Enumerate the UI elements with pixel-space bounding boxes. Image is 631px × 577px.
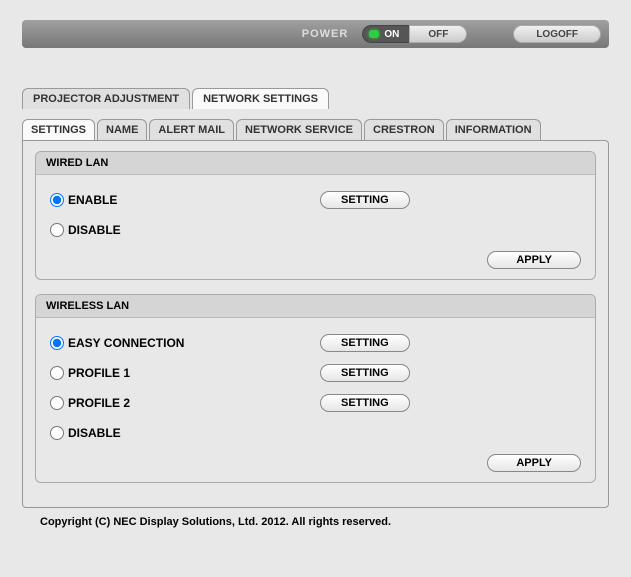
- subtab-alert-mail[interactable]: ALERT MAIL: [149, 119, 234, 140]
- wired-setting-button[interactable]: SETTING: [320, 191, 410, 209]
- power-toggle: ON OFF: [362, 25, 467, 43]
- top-bar: POWER ON OFF LOGOFF: [22, 20, 609, 48]
- wireless-disable-label: DISABLE: [68, 426, 121, 440]
- wired-enable-radio[interactable]: [50, 193, 64, 207]
- wireless-profile2-label: PROFILE 2: [68, 396, 130, 410]
- wired-enable-row: ENABLE SETTING: [50, 185, 581, 215]
- subtab-crestron[interactable]: CRESTRON: [364, 119, 444, 140]
- tab-projector-adjustment[interactable]: PROJECTOR ADJUSTMENT: [22, 88, 190, 109]
- wired-lan-fieldset: WIRED LAN ENABLE SETTING DISABLE A: [35, 151, 596, 280]
- sub-tabs: SETTINGS NAME ALERT MAIL NETWORK SERVICE…: [22, 119, 609, 140]
- wireless-profile1-radio[interactable]: [50, 366, 64, 380]
- wireless-apply-button[interactable]: APPLY: [487, 454, 581, 472]
- wired-lan-title: WIRED LAN: [36, 152, 595, 175]
- wired-apply-row: APPLY: [50, 245, 581, 271]
- power-label: POWER: [302, 28, 349, 40]
- wireless-profile1-label: PROFILE 1: [68, 366, 130, 380]
- logoff-label: LOGOFF: [536, 29, 578, 40]
- wired-enable-label: ENABLE: [68, 193, 117, 207]
- wireless-profile2-radio[interactable]: [50, 396, 64, 410]
- content-area: PROJECTOR ADJUSTMENT NETWORK SETTINGS SE…: [22, 88, 609, 508]
- wireless-profile1-row: PROFILE 1 SETTING: [50, 358, 581, 388]
- wireless-lan-body: EASY CONNECTION SETTING PROFILE 1 SETTIN…: [36, 318, 595, 482]
- wireless-disable-radio[interactable]: [50, 426, 64, 440]
- wireless-disable-row: DISABLE: [50, 418, 581, 448]
- wireless-easy-label: EASY CONNECTION: [68, 336, 184, 350]
- power-led-icon: [369, 30, 379, 38]
- wired-disable-row: DISABLE: [50, 215, 581, 245]
- top-tabs: PROJECTOR ADJUSTMENT NETWORK SETTINGS: [22, 88, 609, 109]
- wired-apply-button[interactable]: APPLY: [487, 251, 581, 269]
- wireless-profile2-row: PROFILE 2 SETTING: [50, 388, 581, 418]
- wireless-apply-row: APPLY: [50, 448, 581, 474]
- settings-panel: WIRED LAN ENABLE SETTING DISABLE A: [22, 140, 609, 508]
- logoff-button[interactable]: LOGOFF: [513, 25, 601, 43]
- wireless-profile2-setting-button[interactable]: SETTING: [320, 394, 410, 412]
- subtab-information[interactable]: INFORMATION: [446, 119, 541, 140]
- wireless-lan-title: WIRELESS LAN: [36, 295, 595, 318]
- power-off-label: OFF: [428, 29, 448, 40]
- wireless-profile1-setting-button[interactable]: SETTING: [320, 364, 410, 382]
- wireless-lan-fieldset: WIRELESS LAN EASY CONNECTION SETTING PRO…: [35, 294, 596, 483]
- subtab-name[interactable]: NAME: [97, 119, 147, 140]
- wired-disable-radio[interactable]: [50, 223, 64, 237]
- power-on-label: ON: [384, 29, 399, 40]
- subtab-network-service[interactable]: NETWORK SERVICE: [236, 119, 362, 140]
- wired-disable-label: DISABLE: [68, 223, 121, 237]
- wireless-easy-row: EASY CONNECTION SETTING: [50, 328, 581, 358]
- wireless-easy-setting-button[interactable]: SETTING: [320, 334, 410, 352]
- footer-copyright: Copyright (C) NEC Display Solutions, Ltd…: [40, 516, 609, 528]
- power-off-button[interactable]: OFF: [409, 25, 467, 43]
- wired-lan-body: ENABLE SETTING DISABLE APPLY: [36, 175, 595, 279]
- subtab-settings[interactable]: SETTINGS: [22, 119, 95, 140]
- power-on-button[interactable]: ON: [362, 25, 409, 43]
- wireless-easy-radio[interactable]: [50, 336, 64, 350]
- tab-network-settings[interactable]: NETWORK SETTINGS: [192, 88, 329, 109]
